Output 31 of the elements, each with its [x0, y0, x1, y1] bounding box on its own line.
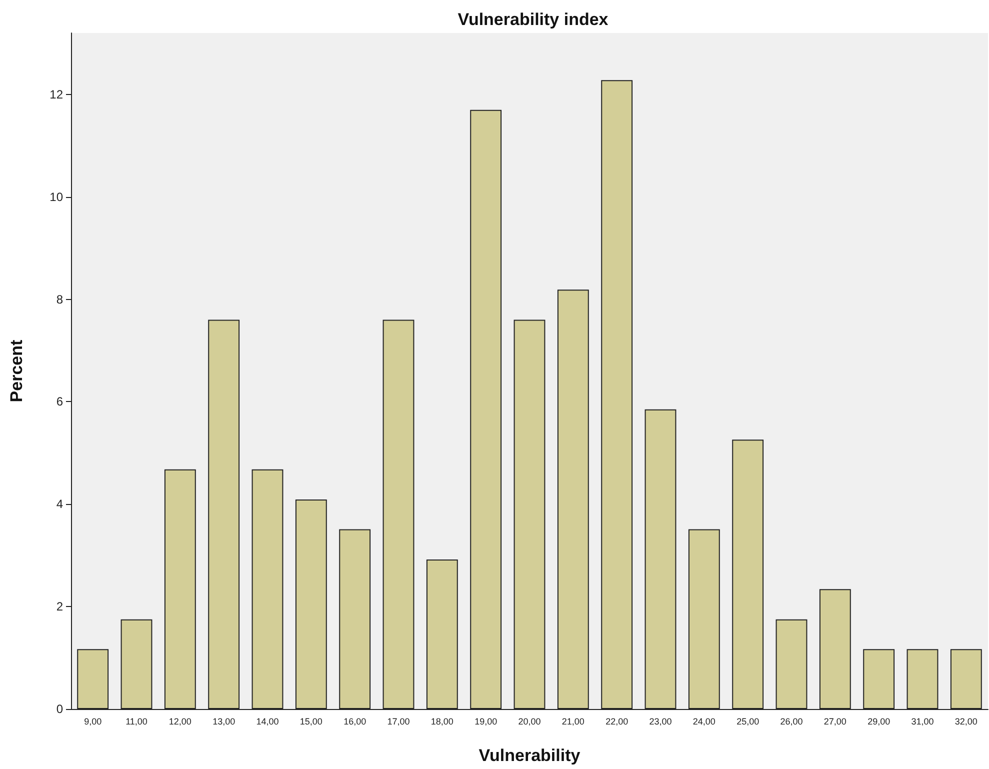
x-tick-label: 29,00 — [868, 716, 890, 726]
x-tick-label: 22,00 — [606, 716, 628, 726]
y-tick-label: 10 — [50, 190, 64, 204]
y-tick-label: 6 — [56, 394, 64, 409]
y-tick-label: 12 — [50, 87, 64, 102]
y-tick-label: 4 — [56, 497, 64, 512]
x-tick-label: 25,00 — [736, 716, 760, 726]
x-tick-label: 20,00 — [518, 716, 541, 726]
x-tick-label: 19,00 — [474, 716, 498, 726]
x-tick-label: 9,00 — [84, 716, 102, 726]
x-tick-label: 21,00 — [562, 716, 584, 726]
x-tick-label: 12,00 — [168, 716, 192, 726]
x-tick-label: 23,00 — [649, 716, 672, 726]
x-tick-label: 27,00 — [824, 716, 846, 726]
x-tick-label: 17,00 — [387, 716, 410, 726]
x-tick-label: 24,00 — [692, 716, 716, 726]
chart-title: Vulnerability index — [458, 10, 609, 29]
y-tick-label: 0 — [56, 702, 64, 716]
x-axis-title: Vulnerability — [478, 746, 581, 765]
x-tick-label: 11,00 — [126, 716, 148, 726]
x-tick-label: 32,00 — [954, 716, 978, 726]
x-tick-label: 15,00 — [300, 716, 322, 726]
y-tick-label: 2 — [56, 600, 64, 614]
x-tick-label: 31,00 — [911, 716, 934, 726]
x-tick-label: 18,00 — [430, 716, 454, 726]
x-tick-label: 13,00 — [212, 716, 236, 726]
x-tick-label: 26,00 — [780, 716, 803, 726]
y-axis-title: Percent — [7, 339, 26, 402]
x-tick-label: 16,00 — [344, 716, 366, 726]
x-tick-label: 14,00 — [256, 716, 279, 726]
y-tick-label: 8 — [56, 292, 64, 306]
